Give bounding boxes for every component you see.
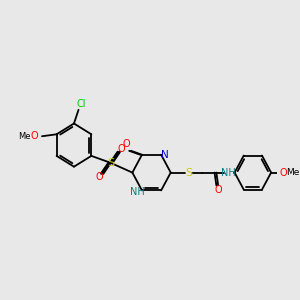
Text: NH: NH — [130, 188, 145, 197]
Text: S: S — [107, 158, 114, 168]
Text: O: O — [214, 185, 222, 195]
Text: Cl: Cl — [76, 99, 86, 109]
Text: NH: NH — [221, 168, 236, 178]
Text: S: S — [185, 168, 193, 178]
Text: O: O — [118, 144, 125, 154]
Text: Me: Me — [286, 168, 300, 177]
Text: O: O — [96, 172, 103, 182]
Text: O: O — [123, 139, 130, 149]
Text: N: N — [161, 150, 169, 160]
Text: O: O — [31, 131, 38, 141]
Text: O: O — [279, 168, 287, 178]
Text: Me: Me — [18, 132, 31, 141]
